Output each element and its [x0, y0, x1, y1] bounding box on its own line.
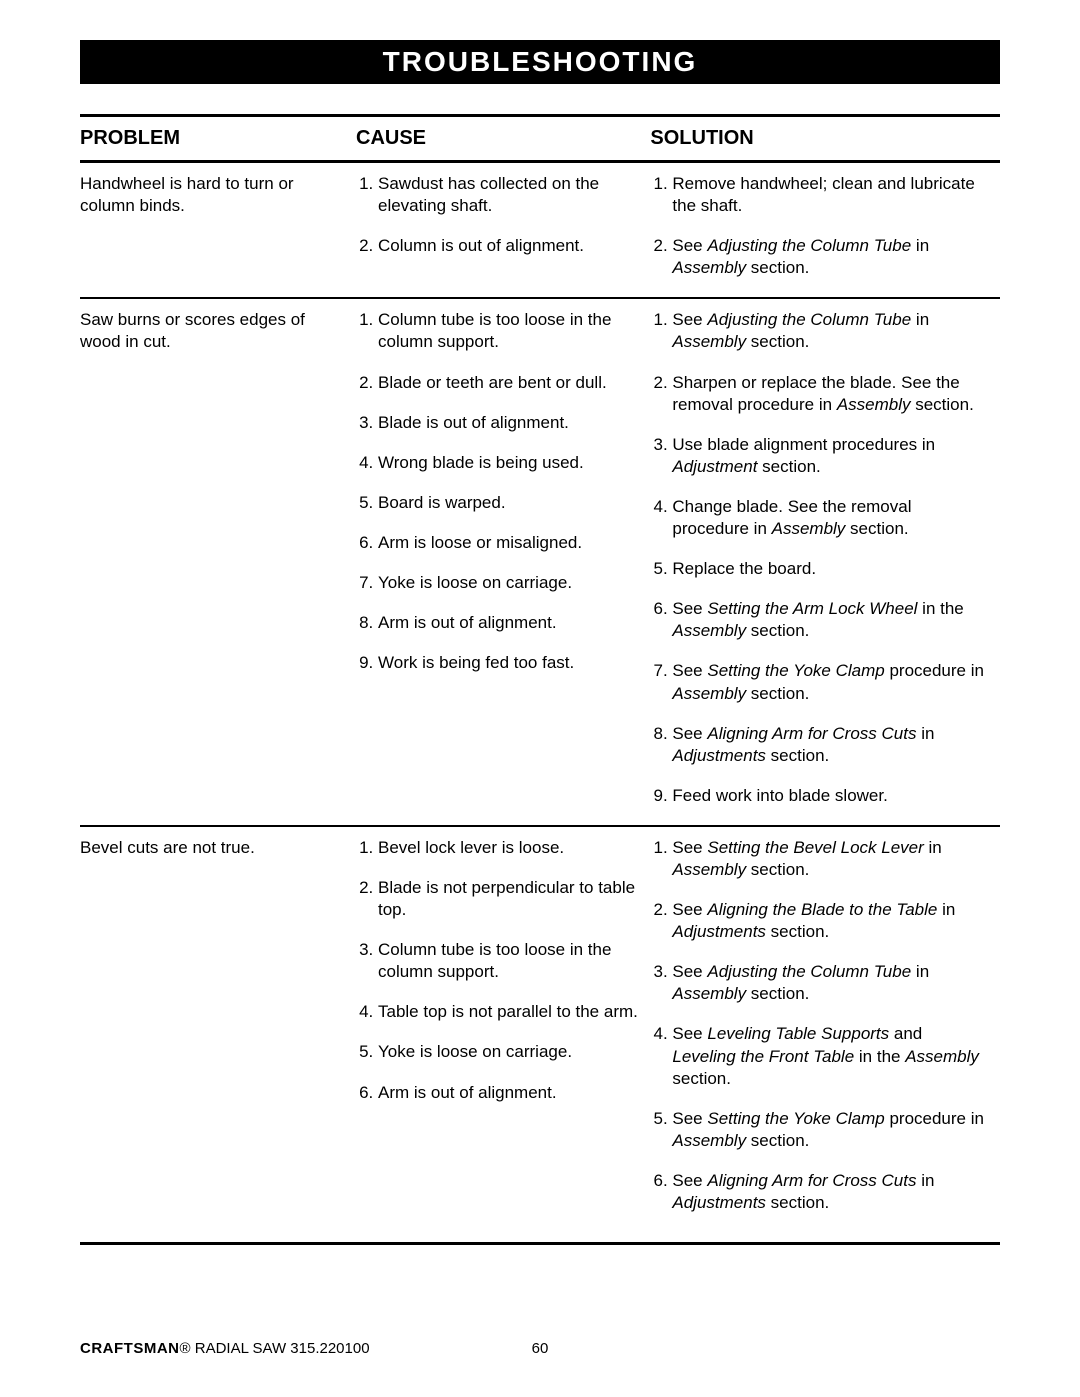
solution-item: See Aligning the Blade to the Table in A… [672, 899, 990, 943]
problem-cell: Handwheel is hard to turn or column bind… [80, 162, 356, 299]
cause-item: Column tube is too loose in the column s… [378, 309, 640, 353]
table-row: Handwheel is hard to turn or column bind… [80, 162, 1000, 299]
footer-product: RADIAL SAW 315.220100 [191, 1340, 370, 1357]
cause-item: Blade is not perpendicular to table top. [378, 877, 640, 921]
cause-cell: Column tube is too loose in the column s… [356, 298, 650, 826]
cause-item: Table top is not parallel to the arm. [378, 1001, 640, 1023]
solution-item: Use blade alignment procedures in Adjust… [672, 434, 990, 478]
troubleshooting-table: PROBLEM CAUSE SOLUTION Handwheel is hard… [80, 114, 1000, 1245]
table-row: Saw burns or scores edges of wood in cut… [80, 298, 1000, 826]
table-row: Bevel cuts are not true.Bevel lock lever… [80, 826, 1000, 1244]
solution-item: See Setting the Bevel Lock Lever in Asse… [672, 837, 990, 881]
cause-item: Column tube is too loose in the column s… [378, 939, 640, 983]
footer-reg: ® [180, 1340, 191, 1357]
cause-item: Sawdust has collected on the elevating s… [378, 173, 640, 217]
cause-item: Blade is out of alignment. [378, 412, 640, 434]
cause-item: Work is being fed too fast. [378, 652, 640, 674]
cause-item: Arm is out of alignment. [378, 1082, 640, 1104]
solution-cell: See Setting the Bevel Lock Lever in Asse… [650, 826, 1000, 1244]
header-solution: SOLUTION [650, 116, 1000, 162]
page: TROUBLESHOOTING PROBLEM CAUSE SOLUTION H… [0, 0, 1080, 1397]
cause-item: Blade or teeth are bent or dull. [378, 372, 640, 394]
solution-item: See Setting the Arm Lock Wheel in the As… [672, 598, 990, 642]
solution-item: See Leveling Table Supports and Leveling… [672, 1023, 990, 1089]
solution-item: See Setting the Yoke Clamp procedure in … [672, 1108, 990, 1152]
solution-item: Change blade. See the removal procedure … [672, 496, 990, 540]
solution-item: Feed work into blade slower. [672, 785, 990, 807]
solution-item: See Aligning Arm for Cross Cuts in Adjus… [672, 723, 990, 767]
cause-item: Wrong blade is being used. [378, 452, 640, 474]
header-problem: PROBLEM [80, 116, 356, 162]
solution-item: See Adjusting the Column Tube in Assembl… [672, 309, 990, 353]
cause-item: Yoke is loose on carriage. [378, 1041, 640, 1063]
solution-cell: Remove handwheel; clean and lubricate th… [650, 162, 1000, 299]
cause-item: Arm is loose or misaligned. [378, 532, 640, 554]
solution-item: Remove handwheel; clean and lubricate th… [672, 173, 990, 217]
cause-item: Arm is out of alignment. [378, 612, 640, 634]
cause-cell: Sawdust has collected on the elevating s… [356, 162, 650, 299]
problem-cell: Bevel cuts are not true. [80, 826, 356, 1244]
section-title: TROUBLESHOOTING [80, 40, 1000, 84]
cause-item: Yoke is loose on carriage. [378, 572, 640, 594]
problem-cell: Saw burns or scores edges of wood in cut… [80, 298, 356, 826]
header-cause: CAUSE [356, 116, 650, 162]
cause-item: Column is out of alignment. [378, 235, 640, 257]
footer-page-number: 60 [532, 1340, 549, 1357]
cause-item: Bevel lock lever is loose. [378, 837, 640, 859]
cause-cell: Bevel lock lever is loose. Blade is not p… [356, 826, 650, 1244]
solution-item: See Aligning Arm for Cross Cuts in Adjus… [672, 1170, 990, 1214]
footer-brand: CRAFTSMAN [80, 1340, 180, 1357]
solution-item: See Adjusting the Column Tube in Assembl… [672, 235, 990, 279]
solution-item: See Setting the Yoke Clamp procedure in … [672, 660, 990, 704]
cause-item: Board is warped. [378, 492, 640, 514]
solution-item: Sharpen or replace the blade. See the re… [672, 372, 990, 416]
page-footer: CRAFTSMAN® RADIAL SAW 315.220100 60 [80, 1340, 1000, 1357]
solution-item: See Adjusting the Column Tube in Assembl… [672, 961, 990, 1005]
solution-cell: See Adjusting the Column Tube in Assembl… [650, 298, 1000, 826]
solution-item: Replace the board. [672, 558, 990, 580]
table-header-row: PROBLEM CAUSE SOLUTION [80, 116, 1000, 162]
